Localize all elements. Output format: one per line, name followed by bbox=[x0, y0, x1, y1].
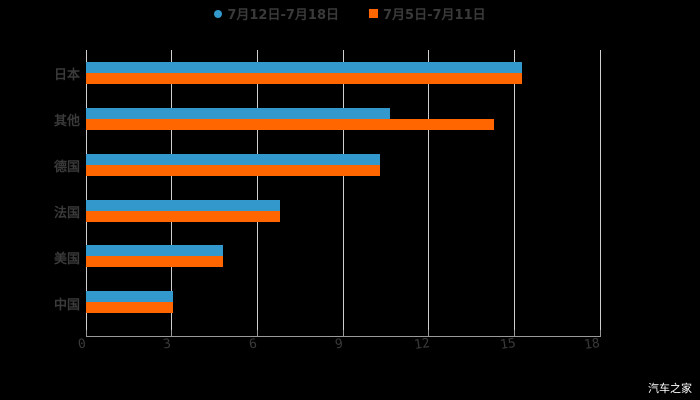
x-tick bbox=[343, 330, 344, 337]
gridline bbox=[171, 50, 172, 330]
x-tick-label: 0 bbox=[77, 336, 87, 353]
x-tick bbox=[86, 330, 87, 337]
x-tick-label: 3 bbox=[162, 336, 172, 353]
bar-germany-series1[interactable] bbox=[86, 154, 380, 165]
watermark: 汽车之家 bbox=[648, 382, 692, 395]
gridline bbox=[600, 50, 601, 330]
category-label: 中国 bbox=[53, 298, 80, 313]
x-tick bbox=[257, 330, 258, 337]
x-tick-label: 6 bbox=[248, 336, 258, 353]
legend-label: 7月12日-7月18日 bbox=[227, 8, 340, 23]
category-label: 德国 bbox=[53, 160, 80, 175]
bar-france-series2[interactable] bbox=[86, 211, 280, 222]
bar-other-series2[interactable] bbox=[86, 119, 494, 130]
x-tick-label: 9 bbox=[334, 336, 344, 353]
x-tick-label: 18 bbox=[583, 335, 601, 354]
category-label: 法国 bbox=[53, 206, 80, 221]
x-tick-label: 12 bbox=[413, 335, 431, 354]
gridline bbox=[86, 50, 87, 330]
x-tick-label: 15 bbox=[499, 335, 517, 354]
x-tick bbox=[171, 330, 172, 337]
bar-japan-series2[interactable] bbox=[86, 73, 522, 84]
circle-icon bbox=[214, 9, 223, 18]
gridline bbox=[257, 50, 258, 330]
bar-usa-series2[interactable] bbox=[86, 256, 223, 267]
bar-france-series1[interactable] bbox=[86, 200, 280, 211]
gridline bbox=[514, 50, 515, 330]
x-tick bbox=[514, 330, 515, 337]
bar-germany-series2[interactable] bbox=[86, 165, 380, 176]
bar-japan-series1[interactable] bbox=[86, 62, 522, 73]
legend: 7月12日-7月18日 7月5日-7月11日 bbox=[0, 4, 700, 23]
category-label: 其他 bbox=[53, 114, 80, 129]
gridline bbox=[343, 50, 344, 330]
bar-usa-series1[interactable] bbox=[86, 245, 223, 256]
legend-item-series1[interactable]: 7月12日-7月18日 bbox=[214, 4, 339, 23]
square-icon bbox=[369, 9, 379, 18]
bar-china-series2[interactable] bbox=[86, 302, 173, 313]
category-label: 日本 bbox=[53, 68, 80, 83]
legend-label: 7月5日-7月11日 bbox=[383, 8, 486, 23]
x-tick bbox=[428, 330, 429, 337]
bar-other-series1[interactable] bbox=[86, 108, 390, 119]
gridline bbox=[428, 50, 429, 330]
legend-item-series2[interactable]: 7月5日-7月11日 bbox=[369, 4, 486, 23]
bar-china-series1[interactable] bbox=[86, 291, 173, 302]
category-label: 美国 bbox=[53, 252, 80, 267]
x-tick bbox=[600, 330, 601, 337]
